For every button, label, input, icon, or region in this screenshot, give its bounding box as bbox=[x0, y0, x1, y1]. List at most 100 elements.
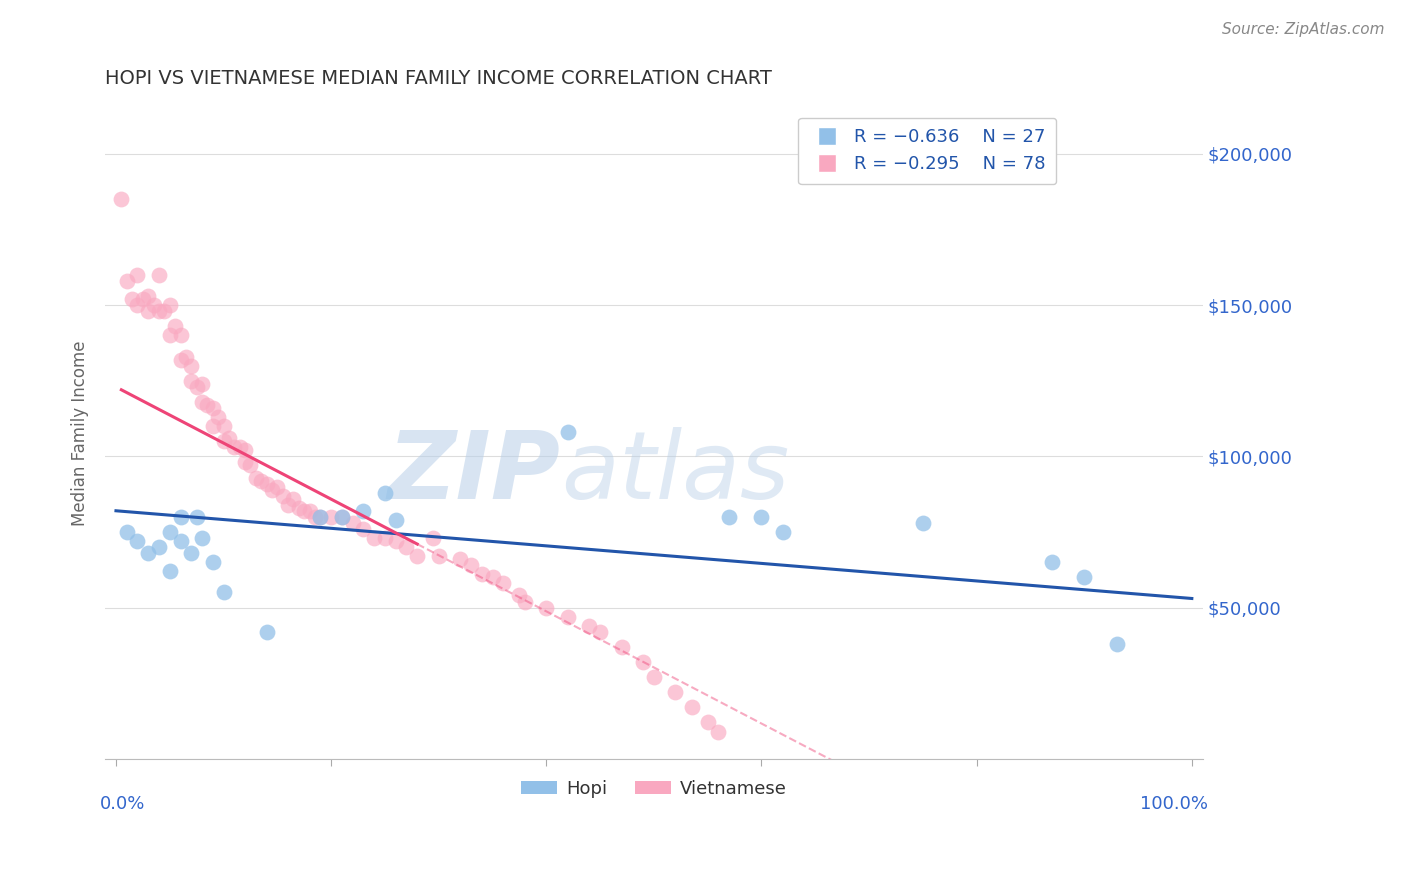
Text: 100.0%: 100.0% bbox=[1140, 795, 1208, 813]
Point bbox=[427, 549, 450, 563]
Point bbox=[159, 298, 181, 312]
Point bbox=[298, 504, 321, 518]
Point bbox=[245, 470, 267, 484]
Point bbox=[201, 401, 224, 415]
Point bbox=[260, 483, 283, 497]
Point bbox=[153, 304, 176, 318]
Point bbox=[218, 431, 240, 445]
Point bbox=[557, 425, 579, 439]
Point bbox=[127, 534, 149, 549]
Point bbox=[239, 458, 262, 473]
Point bbox=[169, 509, 191, 524]
Point bbox=[330, 509, 353, 524]
Point bbox=[212, 434, 235, 449]
Point bbox=[330, 509, 353, 524]
Point bbox=[751, 509, 773, 524]
Point bbox=[492, 576, 515, 591]
Point bbox=[136, 546, 159, 560]
Point bbox=[201, 419, 224, 434]
Point bbox=[363, 531, 385, 545]
Point bbox=[309, 509, 332, 524]
Point bbox=[142, 298, 165, 312]
Point bbox=[374, 485, 396, 500]
Point bbox=[233, 443, 256, 458]
Point bbox=[481, 570, 503, 584]
Point bbox=[374, 531, 396, 545]
Point bbox=[250, 474, 273, 488]
Point bbox=[197, 398, 219, 412]
Point bbox=[212, 585, 235, 599]
Point bbox=[115, 274, 138, 288]
Point bbox=[911, 516, 934, 530]
Point bbox=[277, 498, 299, 512]
Point bbox=[513, 594, 536, 608]
Point bbox=[148, 304, 170, 318]
Point bbox=[266, 479, 288, 493]
Point bbox=[186, 380, 208, 394]
Point bbox=[169, 352, 191, 367]
Point bbox=[696, 715, 718, 730]
Point bbox=[233, 455, 256, 469]
Point bbox=[165, 319, 187, 334]
Point bbox=[772, 524, 794, 539]
Point bbox=[169, 328, 191, 343]
Point bbox=[283, 491, 305, 506]
Point bbox=[352, 504, 374, 518]
Text: ZIP: ZIP bbox=[388, 426, 561, 518]
Point bbox=[159, 328, 181, 343]
Point bbox=[180, 374, 202, 388]
Point bbox=[384, 534, 406, 549]
Point bbox=[449, 552, 471, 566]
Point bbox=[256, 624, 278, 639]
Point bbox=[212, 419, 235, 434]
Point bbox=[536, 600, 558, 615]
Point bbox=[136, 289, 159, 303]
Point bbox=[1073, 570, 1095, 584]
Point bbox=[186, 509, 208, 524]
Point bbox=[589, 624, 612, 639]
Point bbox=[471, 567, 494, 582]
Point bbox=[321, 509, 343, 524]
Point bbox=[180, 546, 202, 560]
Point bbox=[406, 549, 429, 563]
Point bbox=[174, 350, 197, 364]
Point bbox=[136, 304, 159, 318]
Point bbox=[271, 489, 294, 503]
Point bbox=[256, 476, 278, 491]
Point bbox=[395, 540, 418, 554]
Point bbox=[159, 564, 181, 578]
Text: 0.0%: 0.0% bbox=[100, 795, 145, 813]
Point bbox=[460, 558, 482, 573]
Point bbox=[180, 359, 202, 373]
Point bbox=[610, 640, 633, 654]
Point bbox=[169, 534, 191, 549]
Point bbox=[304, 509, 326, 524]
Point bbox=[191, 531, 214, 545]
Point bbox=[288, 500, 311, 515]
Point bbox=[292, 504, 315, 518]
Point bbox=[127, 298, 149, 312]
Point bbox=[643, 670, 665, 684]
Point bbox=[707, 724, 730, 739]
Point bbox=[557, 609, 579, 624]
Point bbox=[127, 268, 149, 282]
Point bbox=[309, 509, 332, 524]
Point bbox=[508, 589, 530, 603]
Point bbox=[207, 410, 229, 425]
Point bbox=[342, 516, 364, 530]
Point bbox=[148, 540, 170, 554]
Point bbox=[121, 292, 143, 306]
Point bbox=[110, 192, 132, 206]
Text: atlas: atlas bbox=[561, 427, 789, 518]
Point bbox=[201, 555, 224, 569]
Point bbox=[578, 618, 600, 632]
Point bbox=[352, 522, 374, 536]
Point bbox=[1105, 637, 1128, 651]
Legend: Hopi, Vietnamese: Hopi, Vietnamese bbox=[515, 772, 794, 805]
Y-axis label: Median Family Income: Median Family Income bbox=[72, 341, 89, 526]
Point bbox=[191, 376, 214, 391]
Point bbox=[191, 395, 214, 409]
Point bbox=[224, 440, 246, 454]
Point bbox=[422, 531, 444, 545]
Text: Source: ZipAtlas.com: Source: ZipAtlas.com bbox=[1222, 22, 1385, 37]
